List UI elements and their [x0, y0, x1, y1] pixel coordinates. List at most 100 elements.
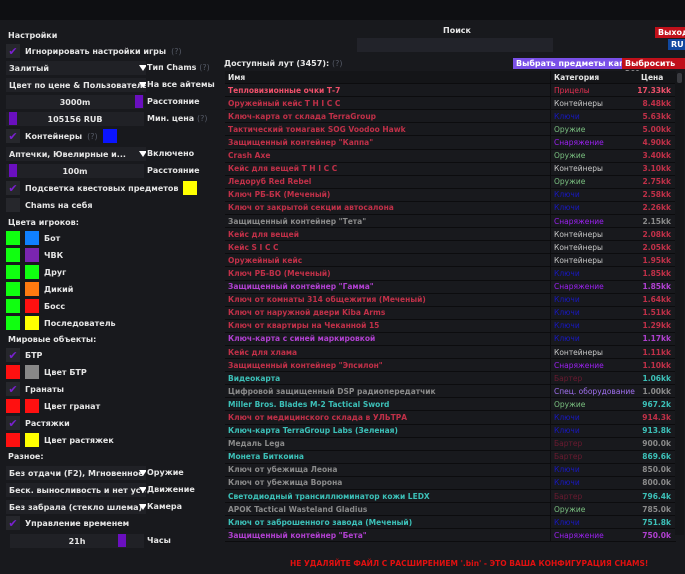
slider-handle[interactable] — [9, 164, 17, 177]
ignore-game-settings-checkbox[interactable]: ✔ Игнорировать настройки игры (?) — [6, 44, 182, 58]
distance-slider[interactable]: 3000m — [6, 95, 144, 109]
table-row[interactable]: Защищенный контейнер "Тета" Снаряжение 2.1… — [225, 215, 676, 229]
table-row[interactable]: Кейс для хлама Контейнеры 1.11kk — [225, 345, 676, 360]
table-row[interactable]: Защищенный контейнер "Эпсилон" Снаряжение… — [225, 359, 676, 373]
camera-select[interactable]: Без забрала (стекло шлема) — [6, 500, 146, 514]
time-control-checkbox[interactable]: ✔ Управление временем — [6, 516, 129, 530]
table-row[interactable]: Ключ от медицинского склада в УЛЬТРА Ключ… — [225, 411, 676, 425]
scrollbar-thumb[interactable] — [677, 73, 682, 83]
table-row[interactable]: APOK Tactical Wasteland Gladius Оружие 785… — [225, 503, 676, 517]
item-category: Снаряжение — [554, 282, 604, 292]
tripwires-checkbox[interactable]: ✔ Растяжки — [6, 416, 70, 430]
table-row[interactable]: Ключ от квартиры на Чеканной 15 Ключи 1.29… — [225, 319, 676, 333]
btr-checkbox[interactable]: ✔ БТР — [6, 348, 42, 362]
table-row[interactable]: Защищенный контейнер "Каппа" Снаряжение 4.… — [225, 136, 676, 150]
table-row[interactable]: Тепловизионные очки Т-7 Прицелы 17.33kk — [225, 84, 676, 98]
quest-color-swatch[interactable] — [183, 181, 198, 195]
column-price[interactable]: Цена — [641, 72, 664, 82]
hours-slider[interactable]: 21h — [10, 534, 144, 548]
table-row[interactable]: Miller Bros. Blades M-2 Tactical Sword Ор… — [225, 398, 676, 412]
table-row[interactable]: Оружейный кейс T H I C C Контейнеры 8.48kk — [225, 97, 676, 111]
table-row[interactable]: Ключ от убежища Леона Ключи 850.0k — [225, 463, 676, 477]
item-name: Защищенный контейнер "Тета" — [225, 215, 551, 228]
color-swatch[interactable] — [6, 248, 20, 262]
camera-label: Камера — [147, 502, 183, 511]
label: Босс — [44, 301, 66, 311]
color-swatch[interactable] — [25, 299, 39, 313]
table-row[interactable]: Кейс для вещей Контейнеры 2.08kk — [225, 228, 676, 242]
table-row[interactable]: Ключ-карта с синей маркировкой Ключи 1.17k… — [225, 332, 676, 346]
grenades-checkbox[interactable]: ✔ Гранаты — [6, 382, 64, 396]
table-row[interactable]: Тактический томагавк SOG Voodoo Hawk Оруж… — [225, 123, 676, 137]
table-row[interactable]: Ключ от закрытой секции автосалона Ключи 2… — [225, 201, 676, 216]
table-row[interactable]: Монета Биткоина Бартер 869.6k — [225, 450, 676, 464]
color-swatch[interactable] — [25, 282, 39, 296]
language-button[interactable]: RU — [668, 39, 685, 50]
search-input[interactable] — [357, 38, 553, 52]
min-price-slider[interactable]: 105156 RUB — [6, 112, 144, 126]
table-row[interactable]: Кейс для вещей T H I C C Контейнеры 3.10kk — [225, 162, 676, 176]
color-swatch[interactable] — [25, 433, 39, 447]
table-row[interactable]: Ключ от заброшенного завода (Меченый) Клю… — [225, 516, 676, 530]
min-price-label: Мин. цена (?) — [147, 114, 208, 123]
table-row[interactable]: Ключ РБ-БК (Меченый) Ключи 2.58kk — [225, 188, 676, 202]
color-swatch[interactable] — [25, 248, 39, 262]
table-row[interactable]: Ключ от комнаты 314 общежития (Меченый) К… — [225, 293, 676, 307]
help-icon[interactable]: (?) — [87, 131, 98, 141]
item-name: Ключ РБ-ВО (Меченый) — [225, 267, 551, 280]
distance2-slider[interactable]: 100m — [6, 164, 144, 178]
weapon-select[interactable]: Без отдачи (F2), Мгновенное п — [6, 466, 146, 480]
color-swatch[interactable] — [6, 399, 20, 413]
label: Гранаты — [25, 384, 65, 394]
chams-self-checkbox[interactable]: Chams на себя — [6, 198, 92, 212]
table-row[interactable]: Ключ-карта TerraGroup Labs (Зеленая) Ключ… — [225, 424, 676, 438]
table-row[interactable]: Медаль Lega Бартер 900.0k — [225, 437, 676, 451]
color-swatch[interactable] — [6, 433, 20, 447]
help-icon[interactable]: (?) — [331, 59, 343, 68]
table-row[interactable]: Ключ РБ-ВО (Меченый) Ключи 1.85kk — [225, 267, 676, 281]
all-items-select[interactable]: Цвет по цене & Пользователь — [6, 78, 146, 92]
quest-highlight-checkbox[interactable]: ✔ Подсветка квестовых предметов — [6, 181, 198, 195]
table-row[interactable]: Ключ от наружной двери Kiba Arms Ключи 1.5… — [225, 306, 676, 320]
containers-checkbox[interactable]: ✔ Контейнеры (?) — [6, 129, 117, 143]
select-kappa-button[interactable]: Выбрать предметы каппа — [513, 58, 639, 69]
slider-handle[interactable] — [135, 95, 143, 108]
table-row[interactable]: Ключ-карта от склада TerraGroup Ключи 5.63… — [225, 110, 676, 124]
color-swatch[interactable] — [25, 231, 39, 245]
table-row[interactable]: Ключ от убежища Ворона Ключи 800.0k — [225, 476, 676, 490]
color-swatch[interactable] — [6, 265, 20, 279]
table-row[interactable]: Видеокарта Бартер 1.06kk — [225, 372, 676, 386]
help-icon[interactable]: (?) — [171, 46, 182, 56]
color-swatch[interactable] — [6, 282, 20, 296]
label: Друг — [44, 267, 67, 277]
table-row[interactable]: Crash Axe Оружие 3.40kk — [225, 149, 676, 163]
scrollbar[interactable] — [675, 73, 684, 535]
chams-type-select[interactable]: Залитый — [6, 61, 146, 75]
slider-handle[interactable] — [118, 534, 126, 547]
table-row[interactable]: Светодиодный трансиллюминатор кожи LEDX Б… — [225, 490, 676, 504]
drop-all-button[interactable]: Выбросить все — [622, 58, 685, 77]
color-swatch[interactable] — [25, 399, 39, 413]
table-row[interactable]: Цифровой защищенный DSP радиопередатчик С… — [225, 385, 676, 399]
movement-select[interactable]: Беск. выносливость и нет уста: — [6, 483, 146, 497]
item-price: 2.75kk — [642, 177, 671, 187]
color-swatch[interactable] — [25, 365, 39, 379]
exit-button[interactable]: Выход — [655, 27, 685, 38]
table-row[interactable]: Кейс S I C C Контейнеры 2.05kk — [225, 241, 676, 255]
color-swatch[interactable] — [6, 365, 20, 379]
color-swatch[interactable] — [25, 316, 39, 330]
containers-color-swatch[interactable] — [102, 129, 117, 143]
color-swatch[interactable] — [6, 231, 20, 245]
table-row[interactable]: Оружейный кейс Контейнеры 1.95kk — [225, 254, 676, 268]
enabled-select[interactable]: Аптечки, Ювелирные и... — [6, 147, 146, 161]
column-name[interactable]: Имя — [225, 71, 551, 84]
color-swatch[interactable] — [6, 316, 20, 330]
slider-handle[interactable] — [9, 112, 17, 125]
checkbox-box — [6, 198, 20, 212]
color-swatch[interactable] — [25, 265, 39, 279]
table-row[interactable]: Ледоруб Red Rebel Оружие 2.75kk — [225, 175, 676, 189]
color-swatch[interactable] — [6, 299, 20, 313]
table-row[interactable]: Защищенный контейнер "Бета" Снаряжение 750… — [225, 529, 676, 543]
column-category[interactable]: Категория — [554, 72, 600, 82]
table-row[interactable]: Защищенный контейнер "Гамма" Снаряжение 1.… — [225, 280, 676, 294]
